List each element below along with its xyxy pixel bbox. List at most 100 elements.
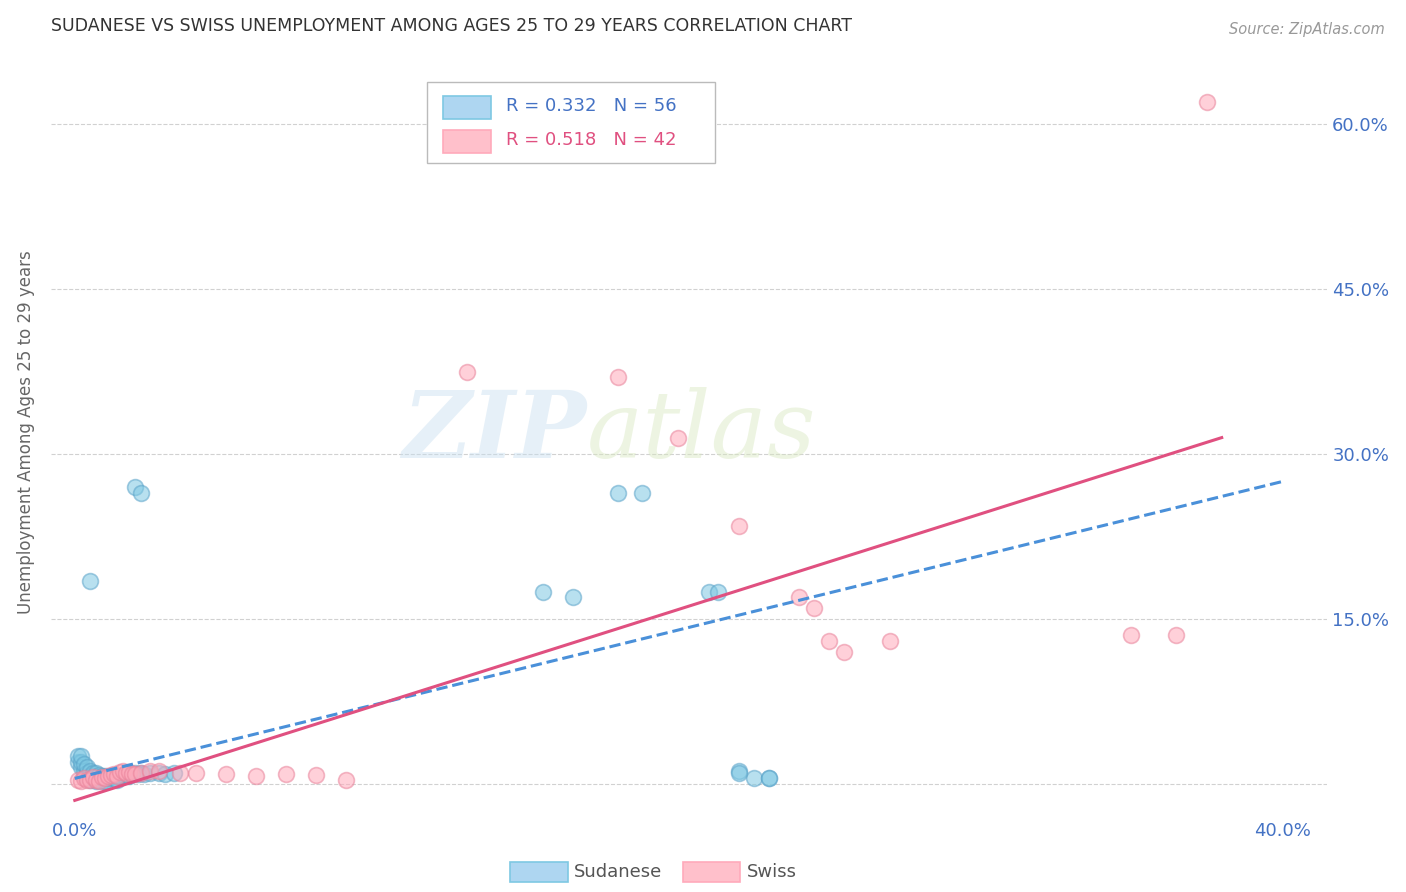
- Point: [727, 765, 749, 780]
- Point: [879, 634, 901, 648]
- Point: [91, 769, 114, 783]
- Point: [103, 772, 125, 786]
- Point: [84, 772, 107, 787]
- Point: [803, 601, 825, 615]
- Point: [148, 765, 170, 780]
- Point: [561, 590, 583, 604]
- Text: ZIP: ZIP: [402, 387, 586, 477]
- Point: [82, 772, 104, 786]
- Point: [94, 772, 117, 786]
- Point: [103, 767, 125, 781]
- Point: [215, 767, 238, 781]
- Point: [1166, 628, 1188, 642]
- Point: [76, 772, 98, 786]
- Point: [531, 584, 554, 599]
- Point: [87, 768, 110, 782]
- Text: R = 0.518   N = 42: R = 0.518 N = 42: [506, 131, 676, 149]
- Point: [79, 574, 101, 588]
- Point: [124, 765, 146, 780]
- Point: [129, 765, 152, 780]
- Point: [115, 765, 138, 780]
- Text: Swiss: Swiss: [747, 863, 796, 881]
- Point: [1121, 628, 1143, 642]
- Point: [1195, 95, 1218, 110]
- Point: [97, 772, 120, 786]
- Point: [163, 765, 186, 780]
- Point: [84, 773, 107, 788]
- Point: [245, 769, 267, 783]
- Point: [169, 765, 191, 780]
- Point: [73, 768, 96, 782]
- Point: [118, 769, 141, 783]
- Point: [121, 767, 143, 781]
- Point: [758, 772, 780, 786]
- Point: [66, 749, 89, 764]
- Point: [108, 764, 131, 779]
- Point: [148, 764, 170, 778]
- Point: [129, 485, 152, 500]
- Point: [82, 765, 104, 780]
- Point: [87, 773, 110, 788]
- Point: [94, 769, 117, 783]
- Point: [134, 767, 156, 781]
- Point: [668, 431, 690, 445]
- Point: [87, 772, 110, 787]
- Point: [274, 767, 297, 781]
- Point: [94, 773, 117, 788]
- Text: R = 0.332   N = 56: R = 0.332 N = 56: [506, 97, 678, 115]
- Point: [105, 769, 128, 783]
- Point: [105, 772, 128, 787]
- Point: [91, 773, 114, 788]
- Point: [79, 772, 101, 787]
- Point: [335, 772, 357, 787]
- Text: Sudanese: Sudanese: [574, 863, 662, 881]
- Point: [834, 645, 856, 659]
- Point: [456, 365, 478, 379]
- Point: [155, 767, 177, 781]
- Text: SUDANESE VS SWISS UNEMPLOYMENT AMONG AGES 25 TO 29 YEARS CORRELATION CHART: SUDANESE VS SWISS UNEMPLOYMENT AMONG AGE…: [51, 17, 852, 35]
- Point: [631, 485, 654, 500]
- Point: [76, 765, 98, 780]
- Point: [76, 772, 98, 787]
- Point: [79, 769, 101, 783]
- Point: [73, 764, 96, 778]
- Point: [697, 584, 720, 599]
- Point: [82, 770, 104, 784]
- Point: [69, 755, 91, 769]
- FancyBboxPatch shape: [510, 863, 568, 882]
- Point: [112, 764, 135, 778]
- Point: [305, 768, 328, 782]
- Point: [706, 584, 728, 599]
- Point: [100, 770, 122, 784]
- Point: [742, 772, 765, 786]
- FancyBboxPatch shape: [682, 863, 740, 882]
- Point: [818, 634, 841, 648]
- Point: [108, 769, 131, 783]
- Point: [97, 769, 120, 783]
- FancyBboxPatch shape: [443, 95, 491, 119]
- FancyBboxPatch shape: [427, 82, 714, 162]
- Point: [73, 757, 96, 772]
- Point: [139, 765, 162, 780]
- Text: Source: ZipAtlas.com: Source: ZipAtlas.com: [1229, 22, 1385, 37]
- Point: [76, 760, 98, 774]
- Point: [69, 773, 91, 788]
- Point: [758, 772, 780, 786]
- Point: [121, 767, 143, 781]
- Point: [66, 772, 89, 787]
- Point: [124, 480, 146, 494]
- Point: [84, 765, 107, 780]
- Point: [787, 590, 810, 604]
- Point: [84, 770, 107, 784]
- Point: [139, 764, 162, 778]
- Point: [127, 767, 149, 781]
- Point: [727, 518, 749, 533]
- Y-axis label: Unemployment Among Ages 25 to 29 years: Unemployment Among Ages 25 to 29 years: [17, 251, 35, 614]
- Point: [100, 768, 122, 782]
- Point: [184, 765, 207, 780]
- Point: [115, 767, 138, 781]
- Point: [66, 755, 89, 769]
- Point: [79, 764, 101, 778]
- Point: [69, 760, 91, 774]
- Point: [112, 768, 135, 782]
